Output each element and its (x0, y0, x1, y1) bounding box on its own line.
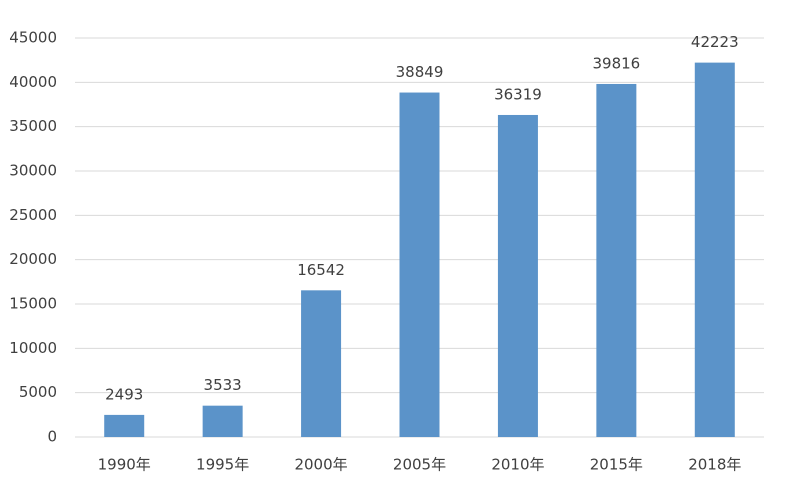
data-label: 42223 (691, 33, 739, 51)
x-tick-label: 2015年 (590, 456, 643, 474)
x-tick-label: 1990年 (98, 456, 151, 474)
x-tick-label: 2018年 (688, 456, 741, 474)
data-label: 3533 (204, 376, 242, 394)
data-label: 39816 (592, 54, 640, 72)
bar (202, 405, 243, 437)
x-tick-label: 2010年 (491, 456, 544, 474)
y-tick-label: 0 (47, 428, 57, 446)
y-tick-label: 30000 (9, 162, 57, 180)
y-tick-label: 10000 (9, 339, 57, 357)
y-tick-label: 35000 (9, 117, 57, 135)
data-label: 36319 (494, 85, 542, 103)
x-tick-label: 2000年 (294, 456, 347, 474)
y-tick-label: 5000 (19, 383, 57, 401)
bar (596, 83, 637, 438)
bar (694, 62, 735, 437)
y-tick-label: 25000 (9, 206, 57, 224)
y-tick-label: 20000 (9, 250, 57, 268)
data-label: 2493 (105, 385, 143, 403)
bar (399, 92, 440, 437)
y-tick-label: 45000 (9, 29, 57, 47)
bar (497, 114, 538, 438)
data-label: 16542 (297, 261, 345, 279)
bar (301, 290, 342, 437)
data-label: 38849 (396, 63, 444, 81)
x-tick-label: 2005年 (393, 456, 446, 474)
y-tick-label: 15000 (9, 295, 57, 313)
bar (104, 414, 145, 437)
y-tick-label: 40000 (9, 73, 57, 91)
x-tick-label: 1995年 (196, 456, 249, 474)
